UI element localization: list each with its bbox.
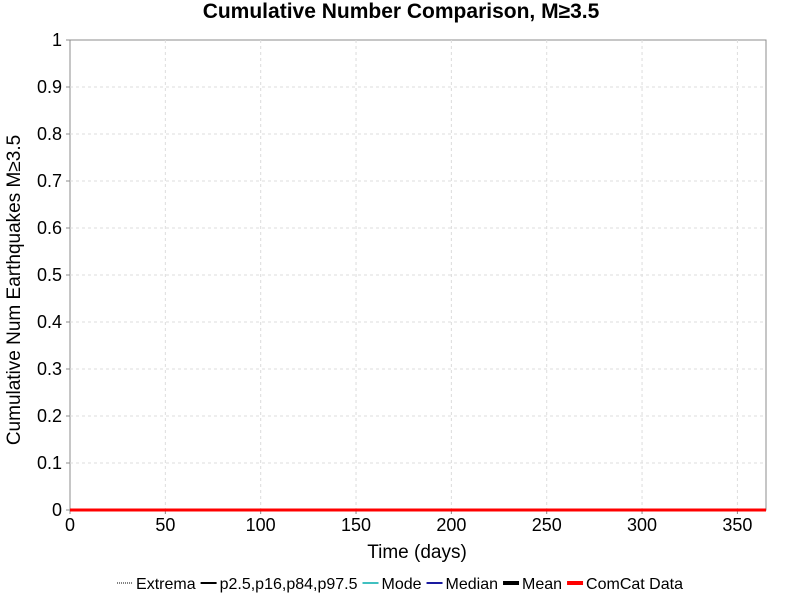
legend-item: ComCat Data <box>567 576 683 593</box>
y-tick-label: 0.8 <box>37 124 62 144</box>
x-tick-label: 350 <box>722 515 752 535</box>
y-tick-label: 0 <box>52 500 62 520</box>
x-tick-label: 250 <box>532 515 562 535</box>
axis-ticks: 0 50 100 150 200 250 300 350 0 0.1 0.2 0.3 0.4 0.5 0.6… <box>37 30 752 535</box>
chart-title: Cumulative Number Comparison, M≥3.5 <box>203 0 600 23</box>
y-tick-label: 0.7 <box>37 171 62 191</box>
grid <box>70 40 766 510</box>
legend: Extrema p2.5,p16,p84,p97.5 Mode Median Mean C… <box>117 576 683 593</box>
y-tick-label: 0.2 <box>37 406 62 426</box>
y-tick-label: 0.1 <box>37 453 62 473</box>
legend-item: p2.5,p16,p84,p97.5 <box>200 576 358 593</box>
legend-label: Mode <box>382 576 422 593</box>
legend-item: Median <box>426 576 498 593</box>
y-tick-label: 0.6 <box>37 218 62 238</box>
y-tick-label: 0.9 <box>37 77 62 97</box>
legend-label: Mean <box>522 576 562 593</box>
y-tick-label: 0.5 <box>37 265 62 285</box>
x-tick-label: 300 <box>627 515 657 535</box>
x-tick-label: 0 <box>65 515 75 535</box>
y-tick-label: 0.3 <box>37 359 62 379</box>
legend-item: Mean <box>503 576 562 593</box>
legend-label: Extrema <box>136 576 196 593</box>
y-tick-label: 1 <box>52 30 62 50</box>
legend-label: p2.5,p16,p84,p97.5 <box>220 576 358 593</box>
x-tick-label: 100 <box>246 515 276 535</box>
x-tick-label: 200 <box>436 515 466 535</box>
legend-item: Extrema <box>117 576 196 593</box>
legend-label: ComCat Data <box>586 576 683 593</box>
x-axis-label: Time (days) <box>367 542 467 563</box>
x-tick-label: 50 <box>155 515 175 535</box>
y-tick-label: 0.4 <box>37 312 62 332</box>
x-tick-label: 150 <box>341 515 371 535</box>
legend-label: Median <box>446 576 498 593</box>
y-axis-label: Cumulative Num Earthquakes M≥3.5 <box>4 135 25 445</box>
legend-item: Mode <box>362 576 422 593</box>
